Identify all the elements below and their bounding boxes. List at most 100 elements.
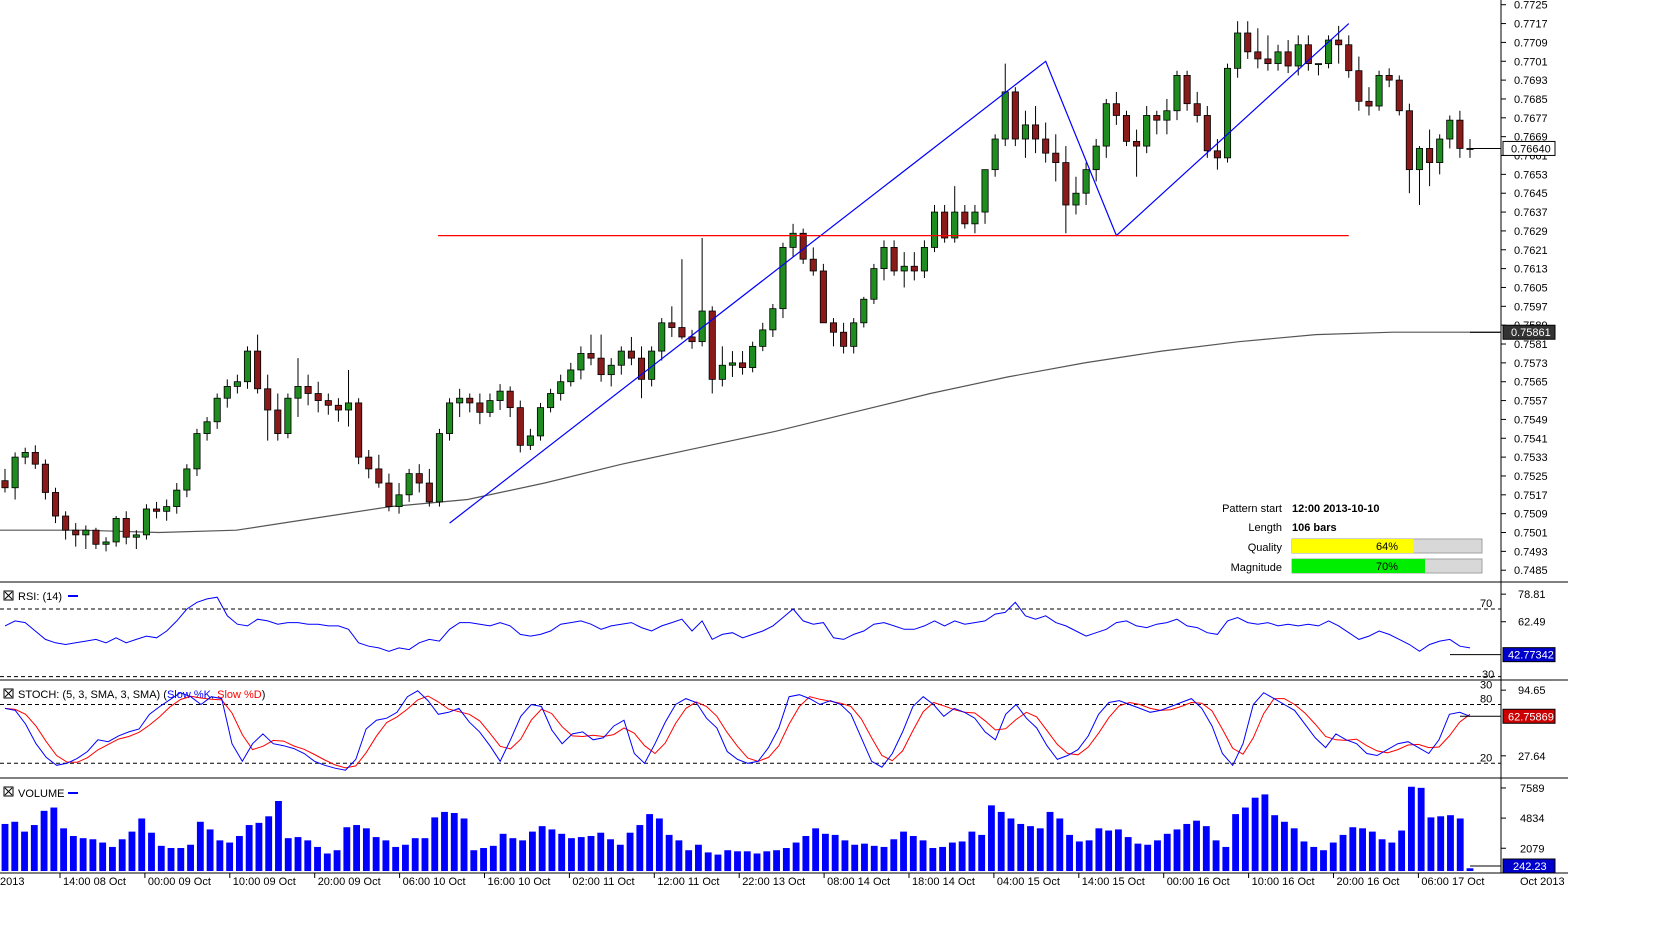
candle [82,525,90,550]
time-tick-label: 16:00 10 Oct [488,876,551,888]
volume-bar [538,826,546,871]
candle [203,417,211,441]
candle [496,384,504,410]
candle [1153,110,1161,135]
candle [365,450,373,479]
volume-bar [968,831,976,871]
candle [930,204,939,253]
volume-bar [89,839,97,871]
candle [1405,103,1413,194]
volume-bar [1046,811,1054,871]
candle [1234,21,1242,78]
volume-bar [314,846,321,871]
candle [183,464,191,498]
volume-bar [353,825,361,871]
candle [1102,98,1110,158]
price-tick-label: 0.7581 [1514,339,1548,351]
volume-bar [665,834,673,871]
pattern-zigzag [449,23,1350,524]
price-tick-label: 0.7629 [1514,226,1548,238]
candle [486,393,494,418]
volume-bar [1222,846,1230,871]
volume-bar [489,845,497,871]
volume-bar [235,835,243,871]
candle [749,341,757,373]
volume-bar [626,832,634,871]
candle [718,346,726,387]
price-tick-label: 0.7645 [1514,188,1548,200]
candle [274,393,282,441]
candle [405,468,413,502]
volume-bar [1437,816,1445,871]
candle [577,346,585,380]
volume-bar [831,834,839,871]
volume-bar [597,832,605,871]
candle [728,351,736,378]
rsi-title: RSI: (14) [18,591,62,603]
candle [355,398,363,465]
candle [981,169,989,224]
price-tick-label: 0.7541 [1514,433,1548,445]
volume-bar [1320,850,1327,871]
stoch-last-badge: 62.75869 [1502,708,1556,724]
volume-bar [607,839,614,871]
price-tick-label: 0.7709 [1514,37,1548,49]
volume-bar [40,810,48,871]
volume-bar [1154,840,1161,871]
stoch-legend-d: Slow %D [217,689,262,701]
volume-bar [519,840,527,871]
volume-bar [743,851,751,871]
volume-bar [724,850,732,871]
volume-bar [695,844,702,871]
candle [456,388,464,418]
time-tick-label: 00:00 16 Oct [1167,876,1230,888]
candle [1284,40,1292,74]
volume-bar [929,848,937,871]
volume-bar [411,838,419,871]
candle [739,351,747,375]
volume-bar [187,844,194,871]
volume-bar [69,835,77,871]
volume-bar [1105,830,1113,871]
volume-bar [1359,828,1366,871]
candle [41,459,49,500]
rsi-level-70-label: 70 [1480,598,1492,610]
candle [627,336,635,366]
time-axis: 2013 14:00 08 Oct 00:00 09 Oct 10:00 09 Oct… [0,873,1565,888]
volume-bar [392,846,400,871]
magnitude-value: 70% [1376,561,1398,573]
time-tick-label: 14:00 15 Oct [1082,876,1145,888]
price-tick-label: 0.7725 [1514,0,1548,12]
candle [466,393,474,413]
volume-bar [450,813,458,871]
candle [264,374,272,441]
candle [1244,21,1252,59]
rsi-tick-label: 30 [1482,669,1494,681]
candle [708,306,716,394]
volume-bar [948,842,956,871]
stoch-title: STOCH: (5, 3, SMA, 3, SMA) (Slow %K, Slo… [18,689,265,701]
volume-bar [1173,829,1181,871]
candle [819,263,827,324]
candle [21,447,29,465]
volume-bar [1281,821,1288,871]
volume-bar [880,846,888,871]
volume-bar [646,814,654,871]
candle [213,393,221,429]
volume-bar [1183,823,1191,871]
stoch-tick-label: 27.64 [1518,751,1546,763]
candle [1314,63,1322,76]
volume-bar [1261,794,1269,871]
candle [1112,91,1120,125]
volume-bar [177,848,185,871]
volume-bar [1398,830,1406,871]
quality-value: 64% [1376,541,1398,553]
price-tick-label: 0.7549 [1514,414,1548,426]
candle [294,358,302,418]
candle [1163,98,1171,135]
volume-bar [1368,831,1376,871]
volume-panel: VOLUME 7589 4834 2079 242.23 [1,783,1556,874]
stoch-k-path [4,690,1471,771]
candle [1133,129,1141,177]
price-tick-label: 0.7501 [1514,528,1548,540]
